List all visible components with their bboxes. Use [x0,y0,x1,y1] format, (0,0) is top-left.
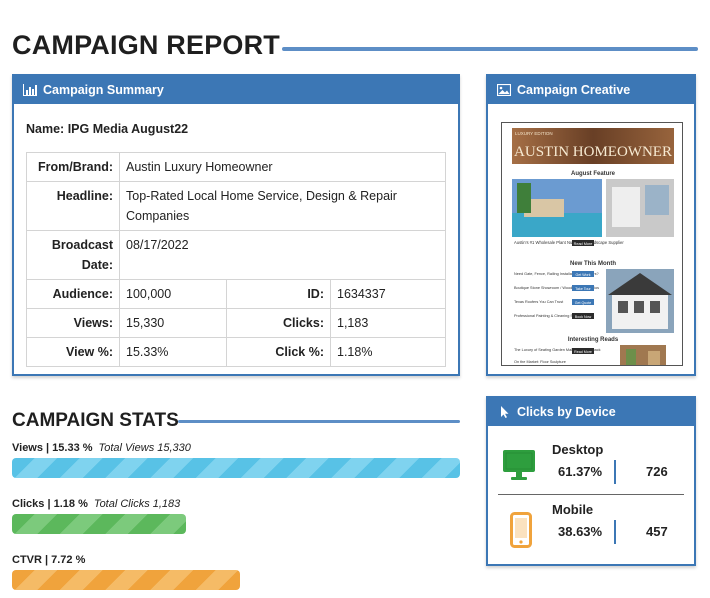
views-label: Views: [26,308,120,338]
table-row: Headline: Top-Rated Local Home Service, … [26,181,446,231]
campaign-name: Name: IPG Media August22 [26,122,458,140]
views-stat-label: Views | 15.33 % Total Views 15,330 [12,442,191,454]
new-item-button [572,313,594,319]
title-rule [282,47,698,51]
click-pct-label: Click %: [226,337,331,367]
new-item-button [572,271,594,277]
campaign-summary-panel: Campaign Summary Name: IPG Media August2… [12,74,460,376]
page-title: CAMPAIGN REPORT [12,30,281,60]
campaign-creative-panel: Campaign Creative LUXURY EDITION AUSTIN … [486,74,696,376]
clicks-by-device-header: Clicks by Device [488,398,694,426]
new-item: Need Gate, Fence, Railing Installation o… [514,272,599,276]
new-item: Texas Roofers You Can Trust [514,300,564,304]
stats-title: CAMPAIGN STATS [12,410,179,431]
clicks-by-device-title: Clicks by Device [517,405,616,419]
monitor-icon [503,450,535,480]
mobile-count: 457 [646,524,668,539]
audience-value: 100,000 [119,279,227,309]
views-stat-percent: Views | 15.33 % [12,442,93,454]
masthead-tag: LUXURY EDITION [515,131,553,136]
new-item-button-label: Book Now [575,315,592,319]
mobile-separator [614,520,616,544]
ctvr-bar-track [12,570,460,590]
headline-value: Top-Rated Local Home Service, Design & R… [119,181,446,231]
ctvr-stat-percent: CTVR | 7.72 % [12,554,86,566]
feature-caption: Austin's #1 Wholesale Plant Nursery & La… [514,240,624,245]
clicks-stat-label: Clicks | 1.18 % Total Clicks 1,183 [12,498,180,510]
summary-table: From/Brand: Austin Luxury Homeowner Head… [26,152,446,367]
new-item: Boutique Stone Showroom / Woodworking St… [514,286,599,290]
clicks-value: 1,183 [330,308,446,338]
campaign-creative-header: Campaign Creative [488,76,694,104]
stats-title-row: CAMPAIGN STATS [12,410,460,434]
new-item-button [572,299,594,305]
audience-label: Audience: [26,279,120,309]
device-row-mobile: Mobile 38.63% 457 [488,502,694,562]
new-heading: New This Month [570,261,616,267]
new-item-button-label: Take Tour [575,287,591,291]
new-item-button-label: Get Quote [575,301,592,305]
new-item-button-label: Get Work [575,273,590,277]
device-divider [498,494,684,495]
phone-icon [510,512,532,548]
feature-read-more-label: Read More [574,242,593,246]
from-label: From/Brand: [26,152,120,182]
campaign-name-label: Name: [26,122,65,136]
view-pct-value: 15.33% [119,337,227,367]
interesting-read-more-label: Read More [574,350,592,354]
campaign-creative-title: Campaign Creative [517,83,631,97]
views-value: 15,330 [119,308,227,338]
device-row-desktop: Desktop 61.37% 726 [488,442,694,502]
from-value: Austin Luxury Homeowner [119,152,446,182]
campaign-name-value: IPG Media August22 [67,122,189,136]
table-row: Views: 15,330 Clicks: 1,183 [26,308,446,338]
view-pct-label: View %: [26,337,120,367]
email-preview-image: LUXURY EDITION AUSTIN HOMEOWNER August F… [502,123,682,365]
interesting-item: The Luxury of Seating Garden Making a Co… [514,348,601,352]
creative-email-preview[interactable]: LUXURY EDITION AUSTIN HOMEOWNER August F… [501,122,683,366]
table-row: Audience: 100,000 ID: 1634337 [26,279,446,309]
campaign-summary-title: Campaign Summary [43,83,164,97]
mobile-label: Mobile [552,502,594,517]
desktop-count: 726 [646,464,668,479]
report-title-row: CAMPAIGN REPORT [12,30,698,66]
clicks-bar-track [12,514,460,534]
new-item: Professional Painting & Cleaning Service… [514,314,585,318]
id-value: 1634337 [330,279,446,309]
views-bar-track [12,458,460,478]
table-row: View %: 15.33% Click %: 1.18% [26,337,446,367]
click-pct-value: 1.18% [330,337,446,367]
feature-heading: August Feature [571,171,616,177]
mobile-percent: 38.63% [558,524,603,539]
interesting-item: On the Market: Floor Sculpture [514,360,566,364]
bar-chart-icon [23,84,37,96]
desktop-label: Desktop [552,442,604,457]
masthead-title: AUSTIN HOMEOWNER [514,144,672,160]
interesting-heading: Interesting Reads [568,337,619,343]
image-icon [497,84,511,96]
clicks-label: Clicks: [226,308,331,338]
views-stat-total: Total Views 15,330 [98,442,191,454]
clicks-stat-total: Total Clicks 1,183 [93,498,181,510]
clicks-by-device-panel: Clicks by Device Desktop 61.37% 726 Mobi… [486,396,696,566]
desktop-separator [614,460,616,484]
desktop-percent: 61.37% [558,464,603,479]
clicks-bar [12,514,186,534]
ctvr-stat-label: CTVR | 7.72 % [12,554,85,566]
clicks-stat-percent: Clicks | 1.18 % [12,498,88,510]
stats-title-rule [178,420,460,423]
headline-label: Headline: [26,181,120,231]
new-item-button [572,285,594,291]
interesting-read-more [572,348,594,354]
broadcast-date-value: 08/17/2022 [119,230,446,280]
ctvr-bar [12,570,241,590]
views-bar [12,458,460,478]
table-row: Broadcast Date: 08/17/2022 [26,230,446,280]
cursor-icon [501,406,509,418]
table-row: From/Brand: Austin Luxury Homeowner [26,152,446,182]
feature-read-more [572,240,594,246]
broadcast-date-label: Broadcast Date: [26,230,120,280]
id-label: ID: [226,279,331,309]
campaign-summary-header: Campaign Summary [14,76,458,104]
